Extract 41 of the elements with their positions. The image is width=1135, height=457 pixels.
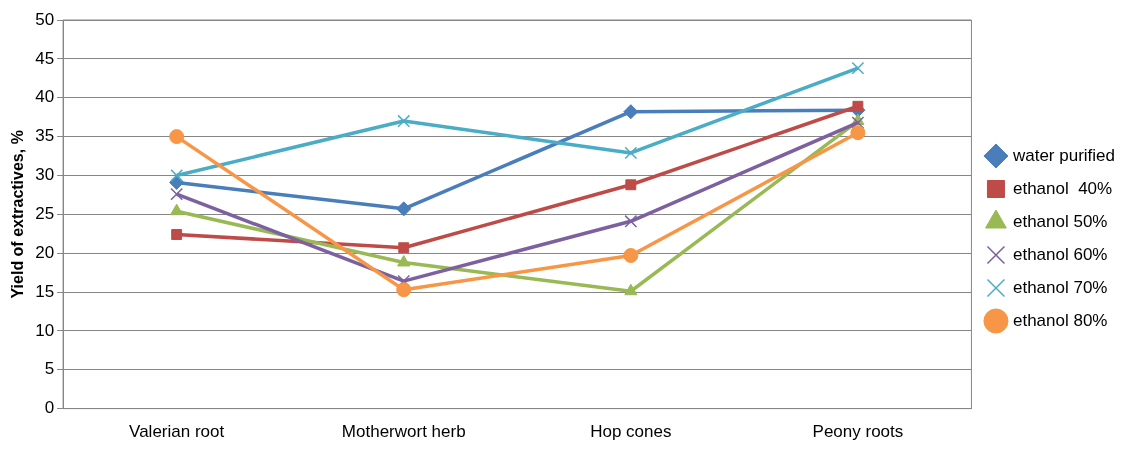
legend-label: ethanol 50% xyxy=(1012,211,1108,231)
legend-label: ethanol 40% xyxy=(1012,178,1113,198)
point xyxy=(170,169,184,182)
point xyxy=(851,61,865,75)
point xyxy=(170,203,184,216)
legend-label: ethanol 70% xyxy=(1012,277,1108,297)
point xyxy=(623,247,639,263)
point xyxy=(170,187,184,201)
point xyxy=(169,129,185,145)
y-tick-label: 15 xyxy=(35,281,55,301)
y-tick-label: 50 xyxy=(35,9,55,29)
point xyxy=(397,114,411,128)
y-tick-label: 35 xyxy=(35,126,55,146)
x-tick-label: Hop cones xyxy=(590,422,672,442)
point xyxy=(171,229,183,240)
point xyxy=(396,201,412,217)
y-tick-label: 25 xyxy=(35,203,55,223)
y-tick-label: 20 xyxy=(35,242,55,262)
y-axis-title: Yield of extractives, % xyxy=(9,130,27,299)
point xyxy=(398,242,410,254)
x-tick-label: Motherwort herb xyxy=(341,422,466,442)
point xyxy=(624,214,638,228)
legend-label: ethanol 60% xyxy=(1012,244,1108,264)
point xyxy=(625,179,637,191)
legend-label: ethanol 80% xyxy=(1012,310,1108,330)
x-tick-label: Valerian root xyxy=(129,422,225,442)
point xyxy=(624,283,638,296)
point xyxy=(623,104,639,120)
y-tick-label: 0 xyxy=(44,398,55,418)
legend-label: water purified xyxy=(1011,145,1116,165)
y-tick-label: 45 xyxy=(35,48,55,68)
point xyxy=(852,100,864,112)
y-tick-label: 30 xyxy=(35,165,55,185)
point xyxy=(624,146,638,160)
point xyxy=(397,254,411,267)
y-tick-label: 5 xyxy=(44,359,55,379)
y-tick-label: 10 xyxy=(35,320,55,340)
point xyxy=(850,125,866,141)
point xyxy=(396,282,412,298)
x-tick-label: Peony roots xyxy=(812,422,904,442)
y-tick-label: 40 xyxy=(35,87,55,107)
